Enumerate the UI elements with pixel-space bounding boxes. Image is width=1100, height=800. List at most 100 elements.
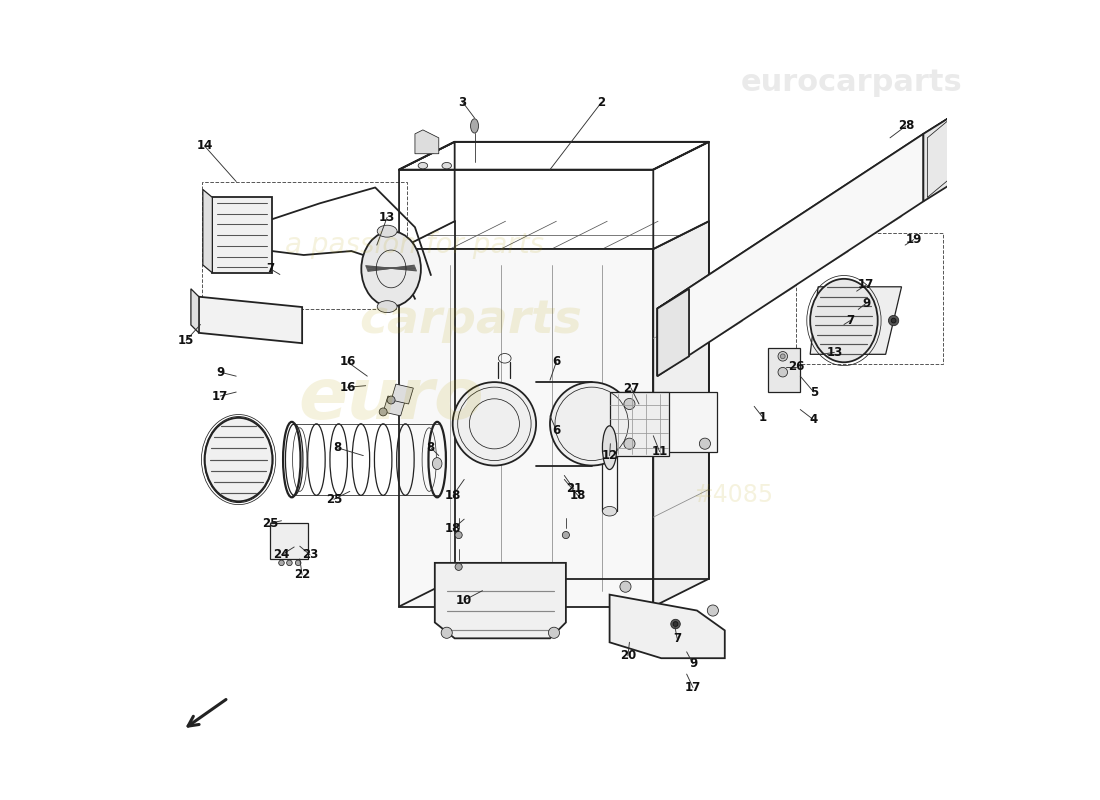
Text: 9: 9 <box>862 297 870 310</box>
Ellipse shape <box>707 605 718 616</box>
Text: 9: 9 <box>217 366 224 378</box>
Polygon shape <box>202 190 212 273</box>
Text: 21: 21 <box>565 482 582 495</box>
Text: 16: 16 <box>339 355 355 368</box>
Text: 8: 8 <box>333 441 341 454</box>
Polygon shape <box>811 286 902 354</box>
Ellipse shape <box>780 354 785 358</box>
Polygon shape <box>434 563 565 638</box>
Ellipse shape <box>673 622 678 626</box>
Ellipse shape <box>418 162 428 169</box>
Text: euro: euro <box>298 366 484 434</box>
Ellipse shape <box>603 426 617 470</box>
Text: 20: 20 <box>619 650 636 662</box>
Polygon shape <box>212 198 272 273</box>
Text: 15: 15 <box>178 334 195 347</box>
Text: 4: 4 <box>810 414 818 426</box>
Text: 3: 3 <box>459 95 466 109</box>
Ellipse shape <box>377 301 397 313</box>
Ellipse shape <box>377 226 397 237</box>
Ellipse shape <box>471 118 478 133</box>
Text: 28: 28 <box>898 119 914 133</box>
Ellipse shape <box>700 438 711 450</box>
Ellipse shape <box>624 398 635 410</box>
Ellipse shape <box>455 563 462 570</box>
Text: 14: 14 <box>196 139 212 152</box>
Polygon shape <box>383 396 406 416</box>
Text: 11: 11 <box>651 445 668 458</box>
Text: 9: 9 <box>689 658 697 670</box>
Ellipse shape <box>550 382 634 466</box>
Text: 13: 13 <box>826 346 843 359</box>
Polygon shape <box>923 114 955 202</box>
Polygon shape <box>609 392 669 456</box>
Text: a passion for parts: a passion for parts <box>285 231 544 259</box>
Text: 7: 7 <box>673 632 681 645</box>
Polygon shape <box>199 297 302 343</box>
Ellipse shape <box>278 560 284 566</box>
Ellipse shape <box>442 162 451 169</box>
Text: 12: 12 <box>602 449 618 462</box>
Text: 17: 17 <box>212 390 229 402</box>
Text: 24: 24 <box>273 549 289 562</box>
Ellipse shape <box>778 351 788 361</box>
Ellipse shape <box>361 231 421 306</box>
Ellipse shape <box>549 627 560 638</box>
Ellipse shape <box>287 560 293 566</box>
Polygon shape <box>271 523 308 559</box>
Text: 25: 25 <box>262 517 278 530</box>
Polygon shape <box>415 130 439 154</box>
Text: 17: 17 <box>685 681 701 694</box>
Polygon shape <box>609 594 725 658</box>
Polygon shape <box>392 384 414 404</box>
Ellipse shape <box>562 531 570 538</box>
Text: 27: 27 <box>623 382 639 394</box>
Ellipse shape <box>671 619 680 629</box>
Text: 16: 16 <box>339 381 355 394</box>
Ellipse shape <box>778 367 788 377</box>
Polygon shape <box>658 114 955 309</box>
Ellipse shape <box>891 318 896 323</box>
Text: 23: 23 <box>302 549 318 562</box>
Text: 18: 18 <box>444 522 461 535</box>
Text: 8: 8 <box>427 441 434 454</box>
Polygon shape <box>191 289 199 333</box>
Text: 7: 7 <box>266 262 274 275</box>
Text: 18: 18 <box>444 489 461 502</box>
Ellipse shape <box>889 315 899 326</box>
Text: 7: 7 <box>846 314 855 327</box>
Ellipse shape <box>432 458 442 470</box>
Polygon shape <box>617 392 717 452</box>
Text: 26: 26 <box>788 360 804 373</box>
Text: #4085: #4085 <box>693 483 773 507</box>
Ellipse shape <box>603 506 617 516</box>
Text: 18: 18 <box>570 489 586 502</box>
Ellipse shape <box>453 382 536 466</box>
Ellipse shape <box>811 279 878 362</box>
Ellipse shape <box>205 418 273 502</box>
Text: 5: 5 <box>810 386 818 398</box>
Polygon shape <box>658 289 689 376</box>
Polygon shape <box>399 249 653 606</box>
Ellipse shape <box>296 560 301 566</box>
Ellipse shape <box>620 581 631 592</box>
Text: 13: 13 <box>379 210 395 224</box>
Polygon shape <box>769 348 801 392</box>
Ellipse shape <box>441 627 452 638</box>
Text: 17: 17 <box>858 278 874 291</box>
Ellipse shape <box>379 408 387 416</box>
Text: 2: 2 <box>597 95 606 109</box>
Text: 6: 6 <box>552 424 561 437</box>
Polygon shape <box>653 222 708 606</box>
Text: 6: 6 <box>552 355 561 368</box>
Text: 25: 25 <box>326 493 342 506</box>
Text: 19: 19 <box>905 233 922 246</box>
Text: eurocarparts: eurocarparts <box>741 68 962 97</box>
Polygon shape <box>658 134 923 376</box>
Ellipse shape <box>624 438 635 450</box>
Text: 22: 22 <box>294 568 310 582</box>
Ellipse shape <box>387 396 395 404</box>
Ellipse shape <box>455 531 462 538</box>
Text: 1: 1 <box>759 411 767 424</box>
Text: 10: 10 <box>456 594 472 606</box>
